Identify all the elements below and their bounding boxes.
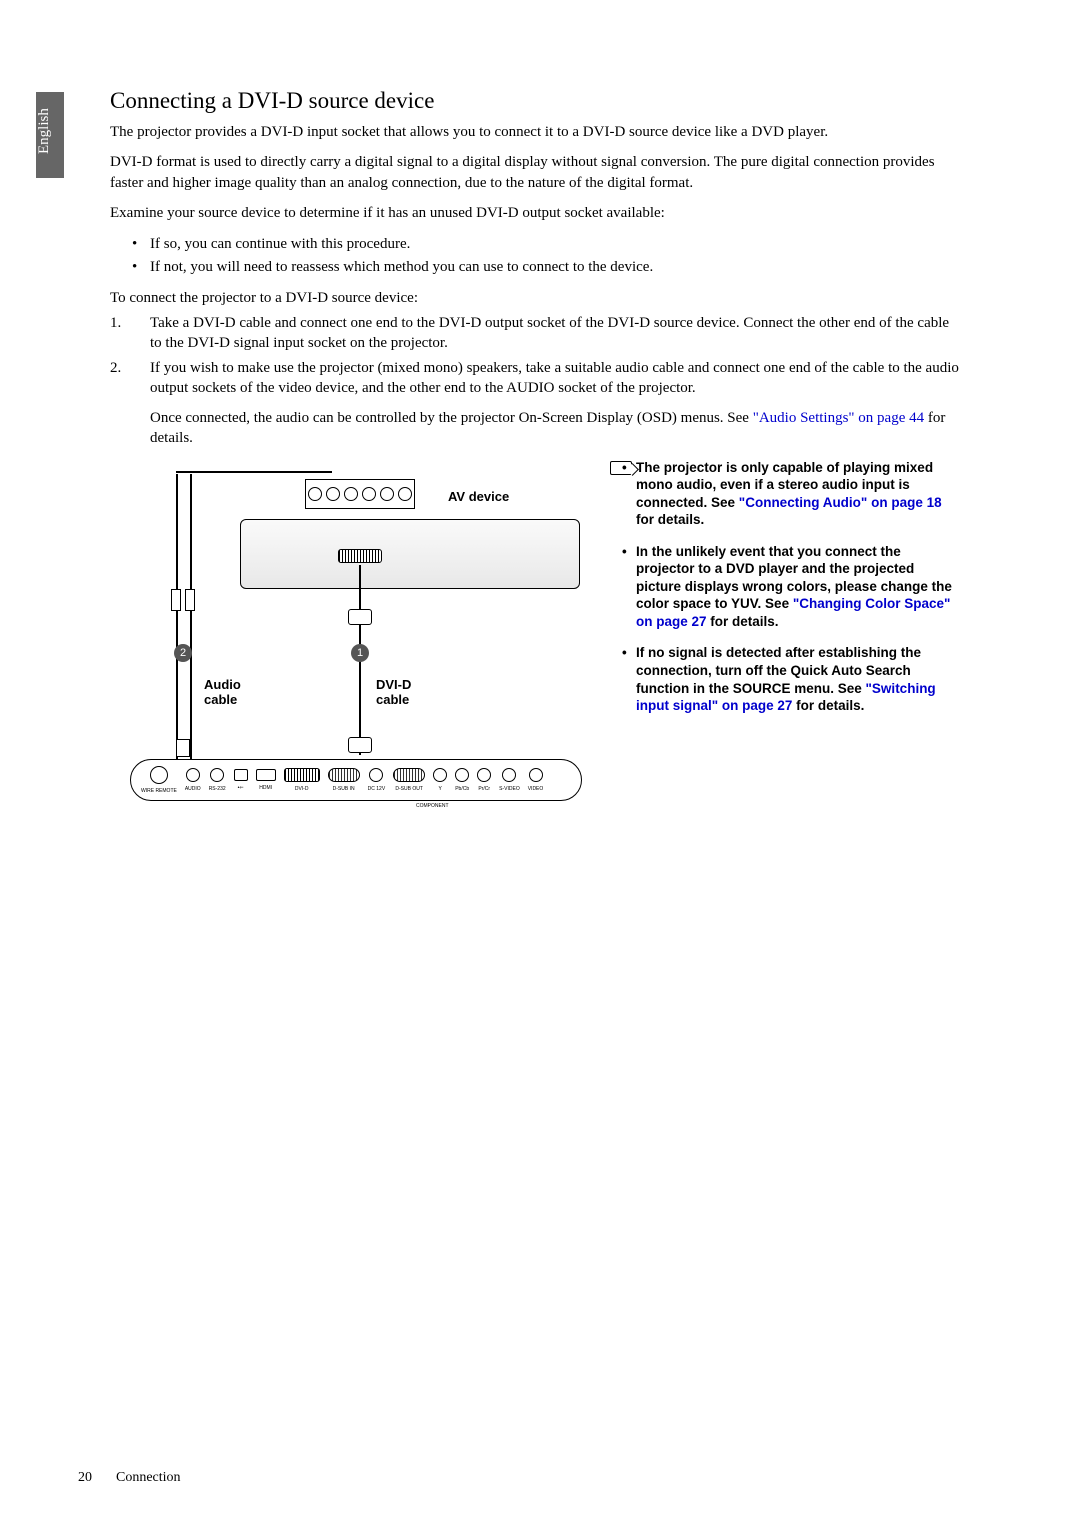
- link-audio-settings[interactable]: "Audio Settings" on page 44: [753, 410, 924, 426]
- paragraph-2: DVI-D format is used to directly carry a…: [110, 152, 960, 193]
- step-text: If you wish to make use the projector (m…: [150, 360, 959, 396]
- note-text: for details.: [792, 698, 864, 713]
- av-device-label: AV device: [448, 489, 509, 504]
- step-text: Take a DVI-D cable and connect one end t…: [150, 315, 949, 351]
- note-text: for details.: [636, 512, 704, 527]
- connection-diagram: AV device 2 1 Audiocable DVI-Dcable: [110, 459, 600, 819]
- dvi-connector-icon: [348, 737, 372, 753]
- av-dvi-port-icon: [338, 549, 382, 563]
- language-tab: English: [36, 92, 64, 178]
- page-content: Connecting a DVI-D source device The pro…: [110, 88, 960, 819]
- page-number: 20: [78, 1470, 92, 1485]
- diagram-row: AV device 2 1 Audiocable DVI-Dcable: [110, 459, 960, 819]
- subheading: To connect the projector to a DVI-D sour…: [110, 290, 960, 307]
- dvi-cable-label: DVI-Dcable: [376, 677, 411, 708]
- section-title: Connecting a DVI-D source device: [110, 88, 960, 114]
- bullet-item: If so, you can continue with this proced…: [150, 233, 960, 256]
- badge-2: 2: [174, 644, 192, 662]
- footer-section: Connection: [116, 1470, 181, 1485]
- audio-plug-icon: [171, 589, 181, 611]
- audio-cable-label: Audiocable: [204, 677, 241, 708]
- component-label: COMPONENT: [416, 803, 449, 809]
- osd-paragraph: Once connected, the audio can be control…: [110, 408, 960, 449]
- note-icon: [610, 461, 632, 475]
- note-item: The projector is only capable of playing…: [636, 459, 960, 529]
- av-ports: [305, 479, 415, 509]
- note-item: If no signal is detected after establish…: [636, 644, 960, 714]
- notes-column: The projector is only capable of playing…: [600, 459, 960, 819]
- step-item: 1.Take a DVI-D cable and connect one end…: [150, 313, 960, 354]
- audio-connector-icon: [176, 739, 190, 757]
- paragraph-3: Examine your source device to determine …: [110, 203, 960, 223]
- page-footer: 20 Connection: [78, 1470, 181, 1486]
- step-item: 2.If you wish to make use the projector …: [150, 358, 960, 399]
- audio-plug-icon: [185, 589, 195, 611]
- paragraph-1: The projector provides a DVI-D input soc…: [110, 122, 960, 142]
- bullet-item: If not, you will need to reassess which …: [150, 256, 960, 279]
- dvi-connector-icon: [348, 609, 372, 625]
- note-text: for details.: [707, 614, 779, 629]
- osd-text-pre: Once connected, the audio can be control…: [150, 410, 753, 426]
- link-connecting-audio[interactable]: "Connecting Audio" on page 18: [739, 495, 942, 510]
- bullet-list: If so, you can continue with this proced…: [110, 233, 960, 278]
- av-device-icon: [240, 519, 580, 589]
- numbered-list: 1.Take a DVI-D cable and connect one end…: [110, 313, 960, 398]
- note-item: In the unlikely event that you connect t…: [636, 543, 960, 631]
- badge-1: 1: [351, 644, 369, 662]
- projector-panel-icon: WIRE REMOTE AUDIO RS-232 •⇐ HDMI DVI-D D…: [130, 759, 582, 801]
